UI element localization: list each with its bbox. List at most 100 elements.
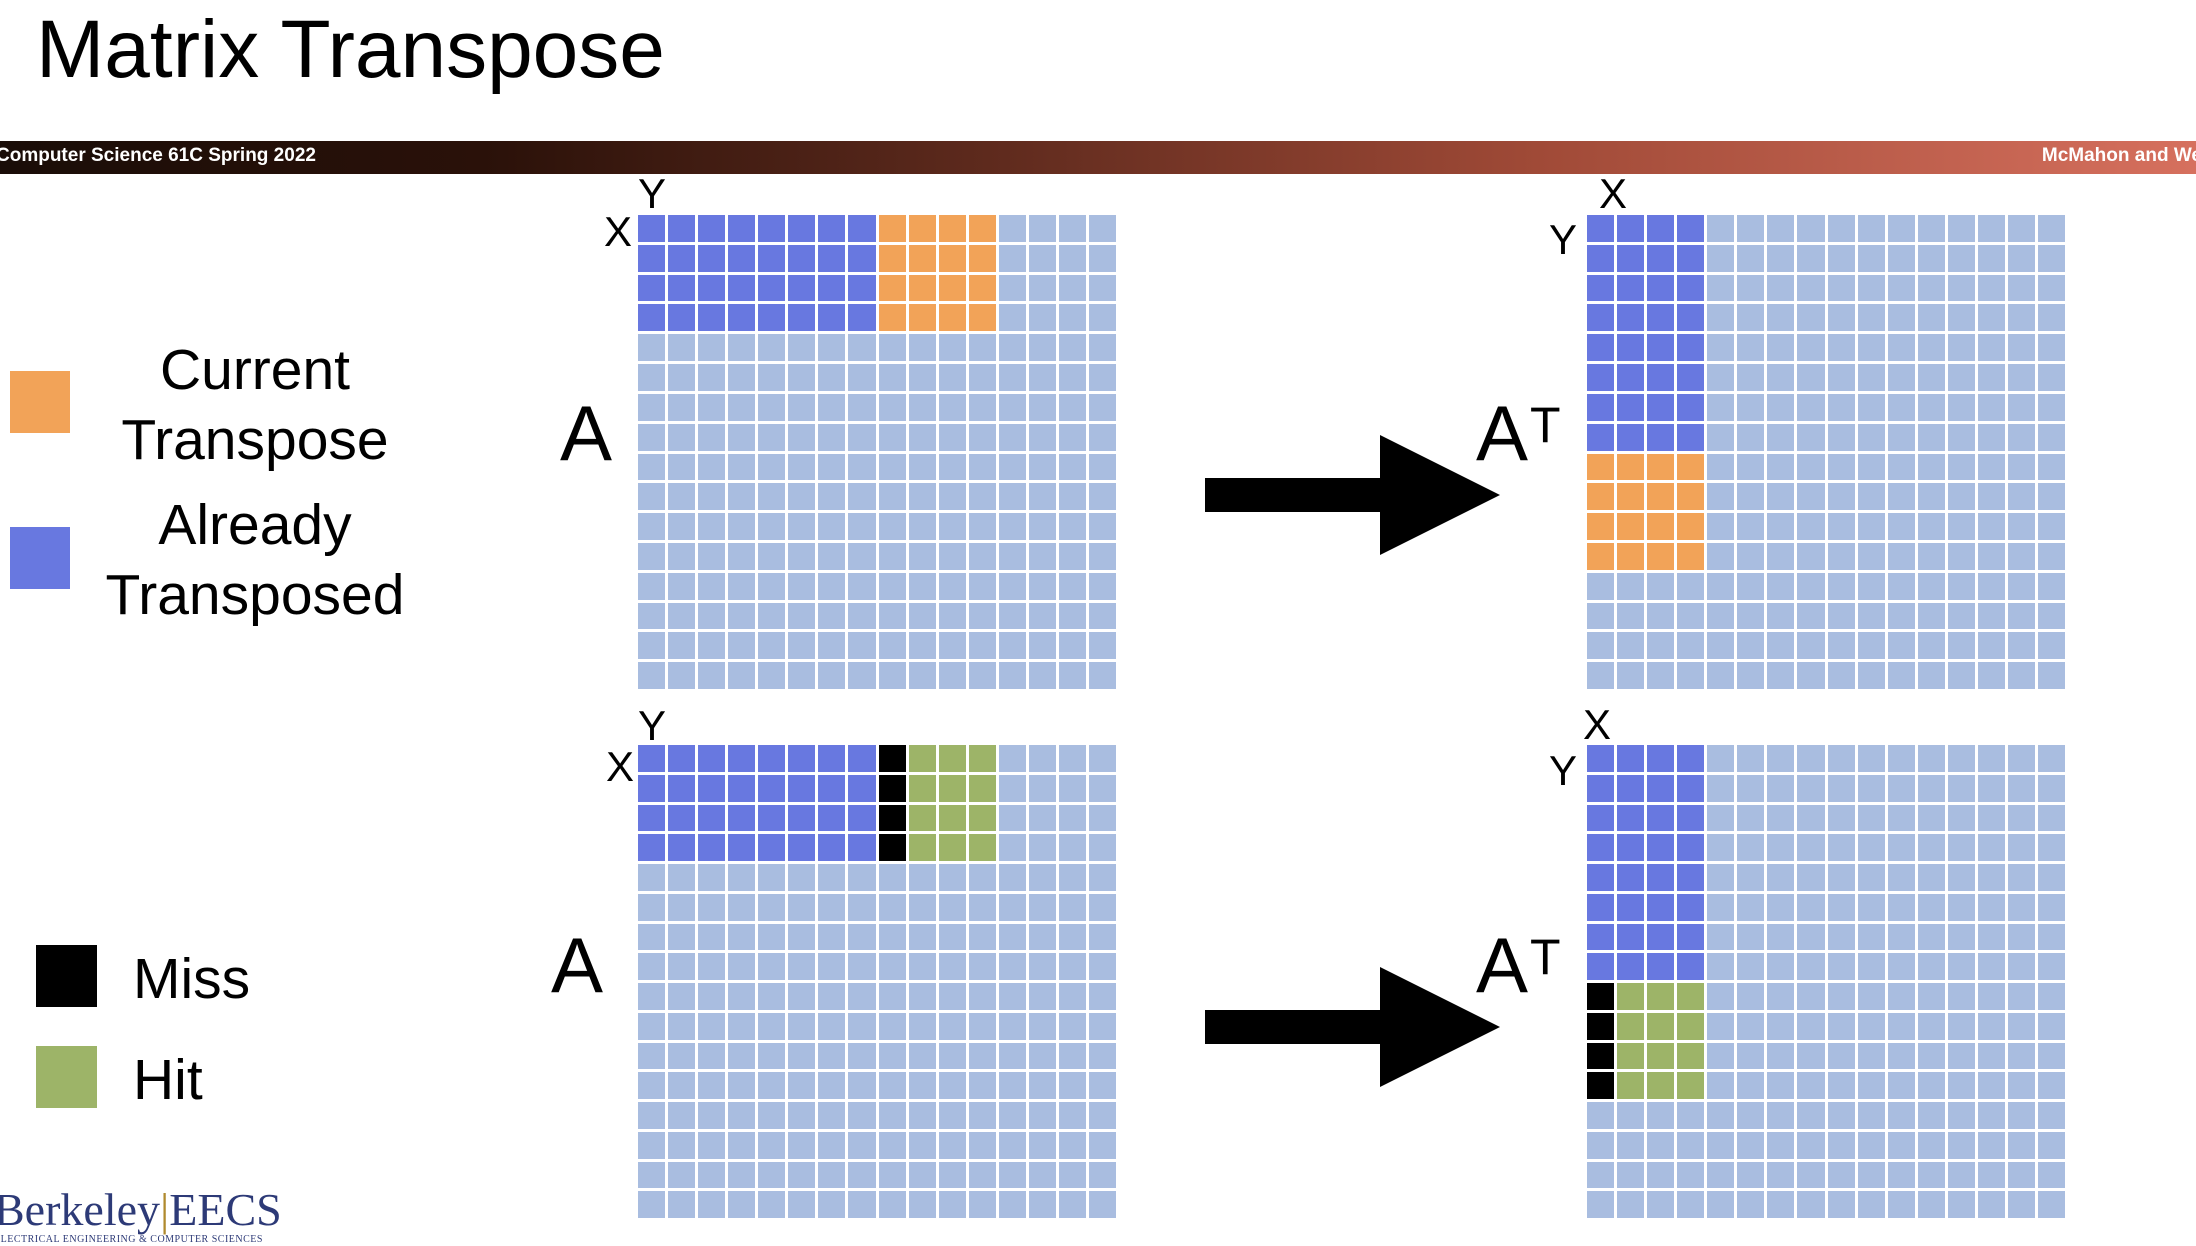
- a-top-cell-already: [698, 304, 725, 331]
- a-bottom-cell-already: [668, 805, 695, 832]
- at-top-cell-empty: [1767, 573, 1794, 600]
- a-bottom-cell-empty: [698, 1102, 725, 1129]
- at-bottom-cell-already: [1677, 834, 1704, 861]
- a-top-cell-empty: [728, 543, 755, 570]
- a-bottom-cell-already: [758, 805, 785, 832]
- a-top-cell-empty: [879, 454, 906, 481]
- a-top-cell-empty: [969, 424, 996, 451]
- at-bottom-cell-empty: [1737, 894, 1764, 921]
- a-bottom-cell-empty: [818, 1013, 845, 1040]
- legend-already-line1: Already: [105, 490, 405, 560]
- at-top-cell-empty: [1767, 394, 1794, 421]
- at-bottom-cell-empty: [1707, 1072, 1734, 1099]
- at-top-cell-empty: [1677, 632, 1704, 659]
- at-top-cell-empty: [2038, 215, 2065, 242]
- at-top-cell-already: [1647, 304, 1674, 331]
- a-top-cell-already: [818, 304, 845, 331]
- at-top-cell-empty: [1858, 513, 1885, 540]
- a-top-cell-empty: [879, 603, 906, 630]
- a-top-cell-empty: [1059, 662, 1086, 689]
- at-bottom-cell-empty: [1767, 1132, 1794, 1159]
- matrix-a-grid-top: [638, 215, 1116, 689]
- at-bottom-cell-empty: [1888, 775, 1915, 802]
- a-bottom-cell-empty: [848, 1072, 875, 1099]
- a-bottom-cell-empty: [999, 983, 1026, 1010]
- a-bottom-cell-empty: [788, 894, 815, 921]
- at-bottom-cell-already: [1617, 834, 1644, 861]
- at-top-cell-empty: [2008, 275, 2035, 302]
- at-bottom-cell-empty: [1707, 805, 1734, 832]
- a-bottom-cell-empty: [1089, 953, 1116, 980]
- at-top-cell-empty: [1948, 394, 1975, 421]
- at-top-cell-empty: [1767, 513, 1794, 540]
- a-bottom-cell-empty: [1089, 983, 1116, 1010]
- at-top-cell-empty: [1828, 454, 1855, 481]
- a-bottom-cell-empty: [1029, 1162, 1056, 1189]
- a-top-cell-empty: [969, 483, 996, 510]
- a-top-cell-current: [939, 245, 966, 272]
- at-bottom-cell-empty: [1797, 1102, 1824, 1129]
- at-top-cell-empty: [1707, 513, 1734, 540]
- bottom-source-x-axis: X: [606, 746, 634, 788]
- a-bottom-cell-empty: [758, 1132, 785, 1159]
- at-top-cell-empty: [1888, 573, 1915, 600]
- at-bottom-cell-empty: [1918, 1043, 1945, 1070]
- at-top-cell-empty: [1737, 394, 1764, 421]
- at-top-cell-empty: [1707, 662, 1734, 689]
- at-bottom-cell-miss: [1587, 1072, 1614, 1099]
- at-bottom-cell-empty: [1978, 1191, 2005, 1218]
- at-bottom-cell-empty: [1737, 983, 1764, 1010]
- a-top-cell-already: [788, 304, 815, 331]
- a-top-cell-empty: [758, 513, 785, 540]
- a-bottom-cell-empty: [1059, 1191, 1086, 1218]
- a-bottom-cell-already: [818, 745, 845, 772]
- matrix-at-label-top: AT: [1476, 393, 1561, 473]
- a-top-cell-empty: [668, 483, 695, 510]
- at-bottom-cell-empty: [1948, 1102, 1975, 1129]
- a-bottom-cell-empty: [879, 1102, 906, 1129]
- at-top-cell-empty: [1948, 215, 1975, 242]
- at-top-cell-current: [1647, 513, 1674, 540]
- at-top-cell-empty: [2008, 573, 2035, 600]
- a-top-cell-empty: [668, 603, 695, 630]
- at-top-cell-empty: [1948, 632, 1975, 659]
- at-top-cell-already: [1617, 394, 1644, 421]
- a-top-cell-empty: [939, 424, 966, 451]
- at-bottom-cell-empty: [1587, 1102, 1614, 1129]
- a-top-cell-empty: [638, 424, 665, 451]
- at-bottom-cell-empty: [2038, 983, 2065, 1010]
- matrix-a-label-top: A: [560, 393, 612, 473]
- a-top-cell-empty: [758, 454, 785, 481]
- a-top-cell-empty: [728, 603, 755, 630]
- a-top-cell-already: [758, 215, 785, 242]
- at-bottom-cell-empty: [1828, 1102, 1855, 1129]
- a-bottom-cell-empty: [1059, 894, 1086, 921]
- a-bottom-cell-empty: [728, 953, 755, 980]
- a-bottom-cell-empty: [999, 834, 1026, 861]
- at-top-cell-empty: [1888, 483, 1915, 510]
- a-top-cell-empty: [698, 662, 725, 689]
- at-top-cell-empty: [2038, 662, 2065, 689]
- a-top-cell-current: [909, 275, 936, 302]
- a-top-cell-empty: [1029, 454, 1056, 481]
- a-bottom-cell-empty: [879, 894, 906, 921]
- a-top-cell-empty: [1029, 394, 1056, 421]
- at-top-cell-empty: [1978, 334, 2005, 361]
- at-top-cell-empty: [1797, 394, 1824, 421]
- a-bottom-cell-empty: [939, 1132, 966, 1159]
- at-bottom-cell-empty: [2038, 1013, 2065, 1040]
- at-top-cell-empty: [2008, 394, 2035, 421]
- at-top-cell-empty: [1918, 245, 1945, 272]
- a-top-cell-empty: [668, 454, 695, 481]
- at-top-cell-empty: [1858, 662, 1885, 689]
- a-top-cell-empty: [879, 364, 906, 391]
- a-top-cell-empty: [668, 662, 695, 689]
- a-top-cell-empty: [939, 394, 966, 421]
- a-bottom-cell-empty: [1089, 924, 1116, 951]
- a-bottom-cell-empty: [909, 1102, 936, 1129]
- at-bottom-cell-empty: [1677, 1162, 1704, 1189]
- at-top-cell-already: [1647, 215, 1674, 242]
- at-top-cell-empty: [2008, 215, 2035, 242]
- a-bottom-cell-empty: [638, 983, 665, 1010]
- a-top-cell-empty: [909, 483, 936, 510]
